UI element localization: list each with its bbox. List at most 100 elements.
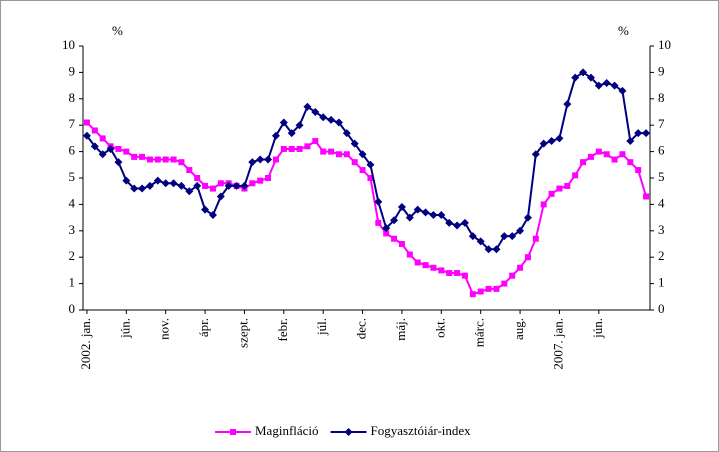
marker — [265, 175, 272, 181]
x-tick-label: okt. — [432, 318, 447, 338]
x-tick-label: aug. — [511, 318, 526, 340]
marker — [271, 131, 280, 140]
marker — [618, 86, 627, 95]
marker — [208, 210, 217, 219]
marker — [320, 148, 327, 155]
y-tick-label: 2 — [69, 248, 76, 263]
marker — [367, 175, 374, 181]
marker — [178, 159, 185, 166]
marker — [602, 78, 611, 87]
marker — [374, 197, 383, 206]
marker — [390, 216, 399, 225]
y2-tick-label: 7 — [658, 116, 665, 131]
marker — [123, 148, 130, 155]
y-tick-label: 3 — [69, 222, 76, 237]
series-markers — [82, 68, 651, 254]
marker — [98, 150, 107, 159]
marker — [611, 156, 618, 163]
marker — [453, 221, 462, 230]
marker — [406, 251, 413, 258]
marker — [288, 145, 295, 152]
x-tick-label: júl. — [314, 318, 329, 336]
marker — [162, 156, 169, 163]
marker — [461, 272, 468, 279]
marker — [586, 73, 595, 82]
marker — [421, 208, 430, 217]
y2-tick-label: 9 — [658, 63, 665, 78]
marker — [240, 181, 249, 190]
marker — [186, 167, 193, 174]
marker — [350, 139, 359, 148]
marker — [382, 224, 391, 233]
legend-marker — [230, 429, 236, 435]
marker — [516, 226, 525, 235]
y-tick-label: 5 — [69, 169, 76, 184]
marker — [556, 185, 563, 192]
marker — [327, 115, 336, 124]
marker — [153, 176, 162, 185]
marker — [201, 205, 210, 214]
marker — [587, 153, 594, 160]
marker — [437, 210, 446, 219]
marker — [375, 219, 382, 226]
marker — [508, 232, 517, 241]
marker — [468, 232, 477, 241]
marker — [627, 159, 634, 166]
y-tick-label: 10 — [62, 37, 75, 52]
marker — [397, 203, 406, 212]
marker — [343, 151, 350, 158]
marker — [115, 145, 122, 152]
marker — [572, 172, 579, 179]
marker — [539, 139, 548, 148]
marker — [405, 213, 414, 222]
marker — [131, 153, 138, 160]
marker — [130, 184, 139, 193]
x-tick-label: szept. — [235, 318, 250, 348]
marker — [312, 138, 319, 145]
marker — [484, 245, 493, 254]
y-tick-label: 1 — [69, 275, 76, 290]
marker — [476, 237, 485, 246]
marker — [91, 127, 98, 134]
marker — [295, 121, 304, 130]
marker — [296, 145, 303, 152]
marker — [335, 151, 342, 158]
marker — [232, 181, 241, 190]
marker — [635, 167, 642, 174]
marker — [287, 129, 296, 138]
marker — [194, 175, 201, 181]
marker — [438, 267, 445, 274]
legend-marker — [344, 428, 353, 436]
marker — [311, 108, 320, 116]
y2-tick-label: 8 — [658, 90, 665, 105]
marker — [146, 156, 153, 163]
marker — [603, 151, 610, 158]
marker — [493, 285, 500, 292]
marker — [106, 144, 115, 153]
marker — [170, 156, 177, 163]
marker — [248, 158, 257, 167]
marker — [422, 262, 429, 269]
marker — [272, 156, 279, 163]
marker — [595, 148, 602, 155]
marker — [430, 264, 437, 271]
marker — [555, 134, 564, 143]
marker — [114, 158, 123, 167]
marker — [517, 264, 524, 271]
marker — [477, 288, 484, 295]
marker — [548, 190, 555, 197]
marker — [366, 160, 375, 169]
marker — [524, 254, 531, 261]
marker — [139, 153, 146, 160]
marker — [509, 272, 516, 279]
y-tick-label: 8 — [69, 90, 76, 105]
marker — [500, 232, 509, 241]
marker — [547, 137, 556, 146]
marker — [82, 131, 91, 140]
legend-label: Maginfláció — [255, 423, 319, 438]
marker — [304, 143, 311, 150]
marker — [398, 241, 405, 247]
y2-tick-label: 10 — [658, 37, 671, 52]
